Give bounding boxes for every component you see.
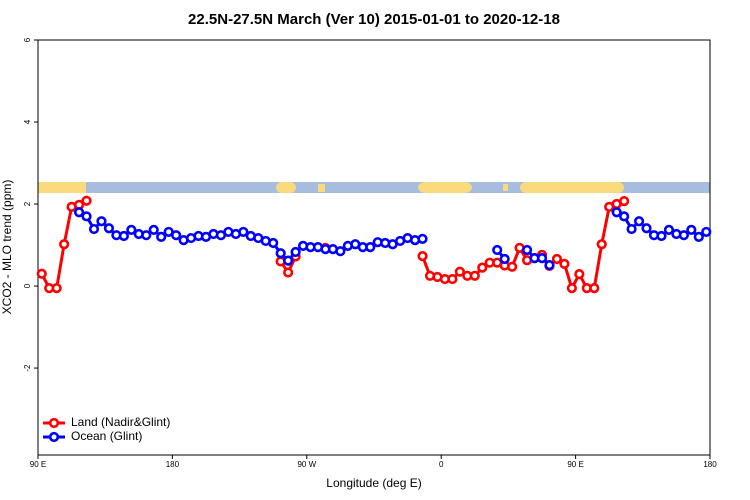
data-point (663, 224, 675, 235)
data-point (365, 241, 376, 253)
data-point (559, 258, 570, 270)
data-point (566, 282, 577, 294)
data-point (499, 253, 510, 265)
data-point (507, 261, 518, 272)
x-tick-label: 180 (166, 460, 180, 469)
data-point (417, 233, 428, 244)
legend: Land (Nadir&Glint)Ocean (Glint) (43, 415, 170, 443)
legend-label: Ocean (Glint) (71, 429, 142, 443)
land-strip (318, 184, 325, 192)
data-point (454, 266, 465, 277)
y-tick-label: -2 (23, 364, 32, 372)
data-point (633, 216, 645, 227)
data-point (417, 251, 428, 262)
x-tick-label: 90 E (30, 460, 46, 469)
data-point (641, 223, 652, 234)
data-point (51, 282, 62, 294)
land-ocean-strip (38, 182, 710, 193)
data-point (544, 260, 555, 271)
data-point (686, 224, 697, 235)
data-point (148, 224, 159, 235)
data-point (283, 267, 294, 278)
data-point (589, 282, 600, 294)
y-tick-label: 0 (23, 283, 32, 288)
y-tick-label: 6 (23, 37, 32, 42)
data-point (141, 230, 152, 241)
legend-marker (48, 431, 60, 443)
data-point (81, 195, 92, 206)
data-point (693, 231, 704, 242)
data-point (492, 244, 503, 256)
data-point (477, 262, 488, 273)
y-tick-label: 2 (23, 201, 32, 206)
data-point (290, 246, 301, 258)
data-point (171, 230, 182, 241)
data-point (73, 207, 85, 218)
x-tick-label: 0 (439, 460, 444, 469)
data-point (611, 207, 622, 218)
data-point (656, 230, 667, 242)
data-point (238, 226, 249, 238)
data-point (596, 239, 607, 250)
ocean-strip (38, 182, 710, 193)
data-point (619, 196, 630, 207)
data-point (536, 253, 548, 264)
land-strip (276, 182, 296, 193)
plot-frame (37, 39, 711, 456)
data-point (678, 230, 689, 241)
data-point (126, 224, 137, 235)
data-point (447, 273, 458, 285)
data-point (96, 216, 107, 227)
data-point (701, 226, 712, 238)
x-tick-label: 90 W (297, 460, 316, 469)
x-axis-label: Longitude (deg E) (326, 476, 421, 490)
y-tick-label: 4 (23, 119, 32, 124)
data-point (275, 248, 286, 259)
data-point (551, 253, 563, 265)
land-strip (418, 182, 472, 193)
data-point (59, 239, 70, 250)
data-point (335, 246, 346, 257)
data-point (626, 223, 637, 235)
chart-title: 22.5N-27.5N March (Ver 10) 2015-01-01 to… (188, 11, 560, 28)
data-point (81, 211, 92, 222)
data-point (103, 223, 115, 234)
data-point (88, 223, 100, 235)
data-point (36, 268, 47, 279)
x-tick-label: 90 E (567, 460, 583, 469)
data-point (156, 231, 167, 242)
data-point (268, 237, 279, 249)
y-axis-label: XCO2 - MLO trend (ppm) (0, 180, 14, 315)
legend-label: Land (Nadir&Glint) (71, 415, 170, 429)
data-point (574, 269, 585, 280)
legend-marker (48, 417, 60, 429)
data-point (619, 211, 630, 222)
land-strip (520, 182, 624, 193)
data-point (118, 230, 129, 242)
data-point (283, 255, 294, 266)
data-point (521, 244, 533, 256)
x-tick-label: 180 (703, 460, 717, 469)
land-strip (503, 184, 508, 191)
data-point (469, 270, 480, 281)
land-strip (38, 182, 86, 193)
